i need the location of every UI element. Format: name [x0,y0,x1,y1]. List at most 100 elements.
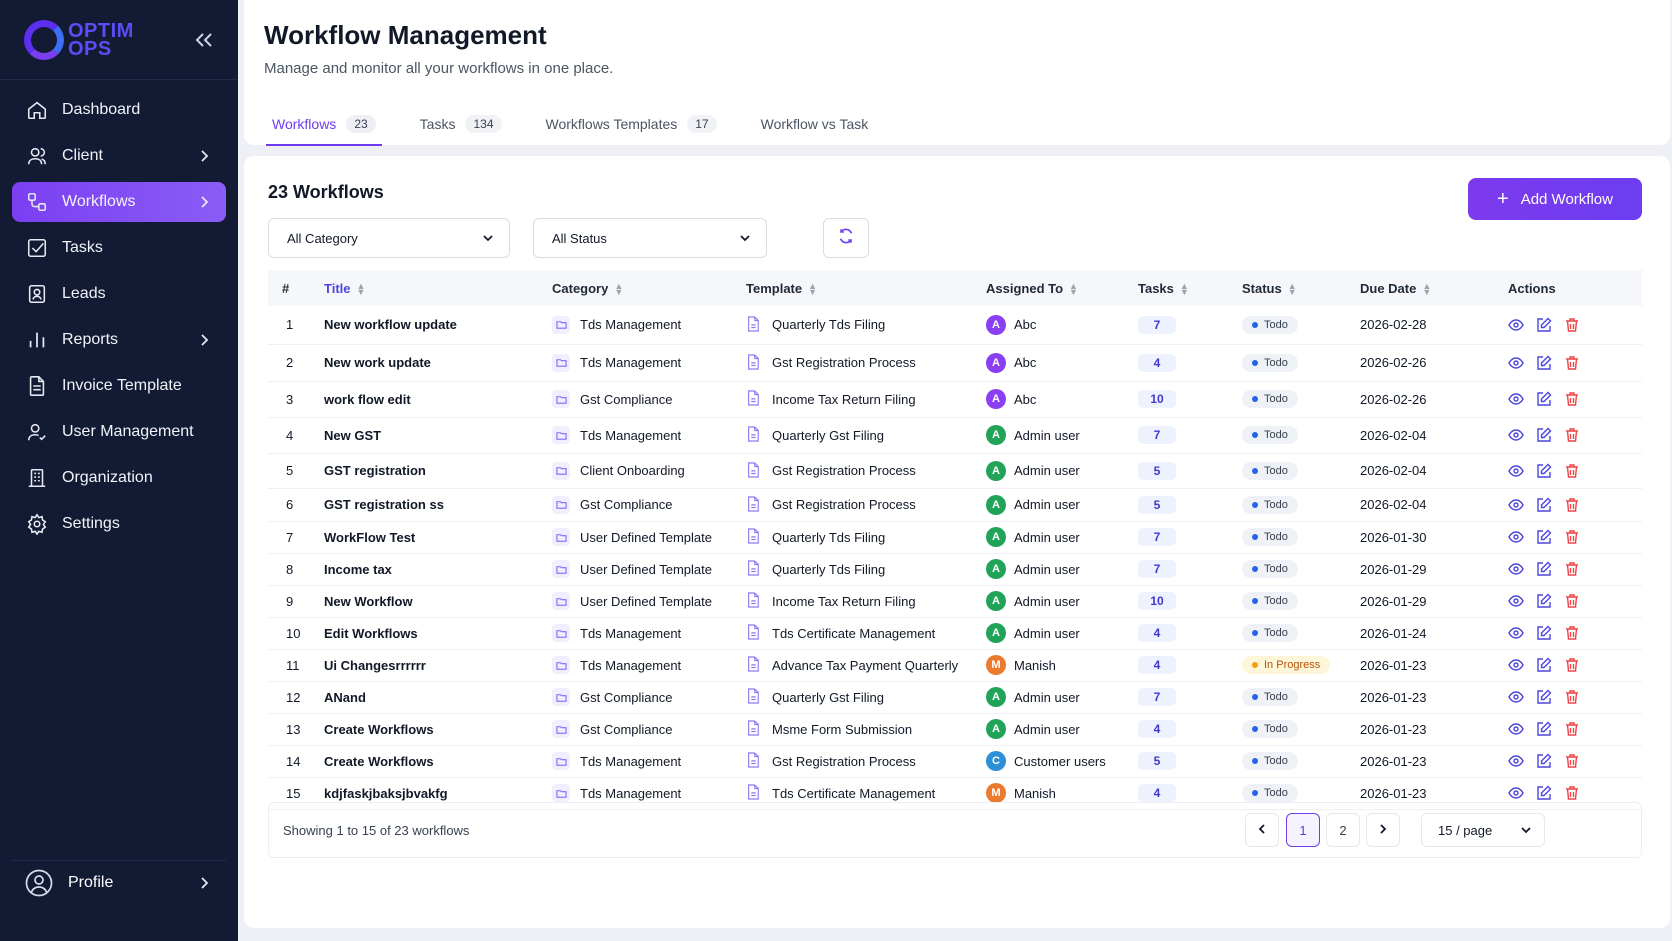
table-row[interactable]: 2 New work update Tds Management Gst Reg… [268,344,1642,381]
trash-icon[interactable] [1564,463,1580,479]
edit-icon[interactable] [1536,753,1552,769]
trash-icon[interactable] [1564,721,1580,737]
edit-icon[interactable] [1536,593,1552,609]
sidebar-item-organization[interactable]: Organization [12,458,226,498]
trash-icon[interactable] [1564,561,1580,577]
col-assigned-to[interactable]: Assigned To ▲ ▼ [986,270,1138,306]
eye-icon[interactable] [1508,463,1524,479]
sidebar-profile[interactable]: Profile [12,860,226,904]
trash-icon[interactable] [1564,785,1580,801]
workflow-title[interactable]: work flow edit [324,391,411,407]
workflow-title[interactable]: Edit Workflows [324,625,418,641]
trash-icon[interactable] [1564,427,1580,443]
edit-icon[interactable] [1536,355,1552,371]
eye-icon[interactable] [1508,785,1524,801]
col-tasks[interactable]: Tasks ▲ ▼ [1138,270,1242,306]
trash-icon[interactable] [1564,317,1580,333]
prev-page-button[interactable] [1245,813,1279,847]
table-row[interactable]: 15 kdjfaskjbaksjbvakfg Tds Management Td… [268,777,1642,809]
trash-icon[interactable] [1564,689,1580,705]
trash-icon[interactable] [1564,753,1580,769]
table-row[interactable]: 1 New workflow update Tds Management Qua… [268,306,1642,344]
edit-icon[interactable] [1536,785,1552,801]
table-row[interactable]: 11 Ui Changesrrrrrr Tds Management Advan… [268,649,1642,681]
workflow-title[interactable]: Create Workflows [324,721,434,737]
page-size-select[interactable]: 15 / page [1421,813,1545,847]
table-row[interactable]: 13 Create Workflows Gst Compliance Msme … [268,713,1642,745]
table-row[interactable]: 8 Income tax User Defined Template Quart… [268,553,1642,585]
tab-workflows-templates[interactable]: Workflows Templates 17 [546,104,717,144]
trash-icon[interactable] [1564,625,1580,641]
trash-icon[interactable] [1564,355,1580,371]
add-workflow-button[interactable]: + Add Workflow [1468,178,1642,220]
workflow-title[interactable]: New work update [324,355,431,370]
table-row[interactable]: 10 Edit Workflows Tds Management Tds Cer… [268,617,1642,649]
eye-icon[interactable] [1508,427,1524,443]
eye-icon[interactable] [1508,317,1524,333]
sidebar-item-dashboard[interactable]: Dashboard [12,90,226,130]
trash-icon[interactable] [1564,529,1580,545]
sidebar-item-settings[interactable]: Settings [12,504,226,544]
eye-icon[interactable] [1508,391,1524,407]
table-row[interactable]: 7 WorkFlow Test User Defined Template Qu… [268,521,1642,553]
sidebar-item-reports[interactable]: Reports [12,320,226,360]
edit-icon[interactable] [1536,721,1552,737]
col-status[interactable]: Status ▲ ▼ [1242,270,1360,306]
workflow-title[interactable]: Create Workflows [324,753,434,769]
table-row[interactable]: 6 GST registration ss Gst Compliance Gst… [268,488,1642,521]
table-row[interactable]: 14 Create Workflows Tds Management Gst R… [268,745,1642,777]
eye-icon[interactable] [1508,593,1524,609]
trash-icon[interactable] [1564,391,1580,407]
sidebar-item-workflows[interactable]: Workflows [12,182,226,222]
sidebar-item-user-management[interactable]: User Management [12,412,226,452]
edit-icon[interactable] [1536,657,1552,673]
col-template[interactable]: Template ▲ ▼ [746,270,986,306]
eye-icon[interactable] [1508,689,1524,705]
workflow-title[interactable]: WorkFlow Test [324,529,416,545]
trash-icon[interactable] [1564,497,1580,513]
table-row[interactable]: 9 New Workflow User Defined Template Inc… [268,585,1642,617]
tab-tasks[interactable]: Tasks 134 [420,104,502,144]
sidebar-item-leads[interactable]: Leads [12,274,226,314]
edit-icon[interactable] [1536,463,1552,479]
page-2-button[interactable]: 2 [1326,813,1360,847]
next-page-button[interactable] [1366,813,1400,847]
eye-icon[interactable] [1508,529,1524,545]
workflow-title[interactable]: New GST [324,427,382,443]
col-category[interactable]: Category ▲ ▼ [552,270,746,306]
workflow-title[interactable]: Ui Changesrrrrrr [324,657,426,673]
col-title[interactable]: Title ▲ ▼ [324,270,552,306]
workflow-title[interactable]: GST registration [324,463,426,478]
table-row[interactable]: 3 work flow edit Gst Compliance Income T… [268,381,1642,417]
table-row[interactable]: 12 ANand Gst Compliance Quarterly Gst Fi… [268,681,1642,713]
edit-icon[interactable] [1536,529,1552,545]
sidebar-item-tasks[interactable]: Tasks [12,228,226,268]
eye-icon[interactable] [1508,721,1524,737]
col-due-date[interactable]: Due Date ▲ ▼ [1360,270,1488,306]
edit-icon[interactable] [1536,625,1552,641]
page-1-button[interactable]: 1 [1286,813,1320,847]
category-filter-select[interactable]: All Category [268,218,510,258]
edit-icon[interactable] [1536,689,1552,705]
trash-icon[interactable] [1564,657,1580,673]
eye-icon[interactable] [1508,625,1524,641]
eye-icon[interactable] [1508,657,1524,673]
edit-icon[interactable] [1536,561,1552,577]
sidebar-item-client[interactable]: Client [12,136,226,176]
workflow-title[interactable]: New Workflow [324,593,413,609]
collapse-sidebar-icon[interactable] [192,28,216,52]
sidebar-item-invoice-template[interactable]: Invoice Template [12,366,226,406]
eye-icon[interactable] [1508,497,1524,513]
edit-icon[interactable] [1536,497,1552,513]
workflow-title[interactable]: Income tax [324,561,392,577]
trash-icon[interactable] [1564,593,1580,609]
tab-workflow-vs-task[interactable]: Workflow vs Task [761,104,869,144]
table-row[interactable]: 4 New GST Tds Management Quarterly Gst F… [268,417,1642,453]
workflow-title[interactable]: ANand [324,689,366,705]
status-filter-select[interactable]: All Status [533,218,767,258]
refresh-button[interactable] [823,218,869,258]
eye-icon[interactable] [1508,355,1524,371]
edit-icon[interactable] [1536,317,1552,333]
eye-icon[interactable] [1508,561,1524,577]
eye-icon[interactable] [1508,753,1524,769]
